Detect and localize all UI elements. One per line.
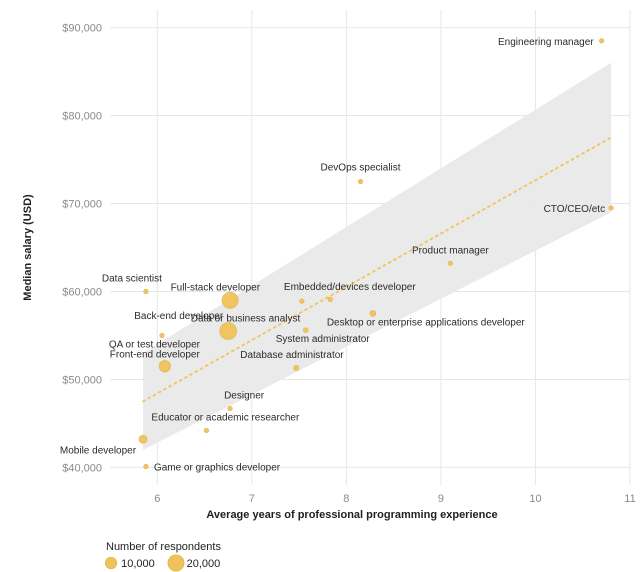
data-point-11 <box>302 327 309 334</box>
data-point-3 <box>608 205 614 211</box>
data-point-9 <box>369 310 377 317</box>
y-tick-label: $80,000 <box>62 111 102 123</box>
data-point-4 <box>447 260 453 266</box>
y-tick-label: $70,000 <box>62 199 102 211</box>
point-label-9: Desktop or enterprise applications devel… <box>327 317 526 328</box>
point-label-4: Product manager <box>412 245 489 256</box>
point-label-11: System administrator <box>276 334 371 345</box>
data-point-7 <box>299 298 305 304</box>
data-point-6 <box>221 291 239 309</box>
trend-confidence-band <box>143 62 612 450</box>
data-point-18 <box>143 463 149 470</box>
data-point-2 <box>357 178 364 185</box>
point-label-1: Engineering manager <box>498 37 594 48</box>
point-label-18: Game or graphics developer <box>154 463 281 474</box>
legend-label-1: 10,000 <box>121 558 155 570</box>
data-point-13 <box>158 360 171 373</box>
point-label-7: Embedded/devices developer <box>284 282 416 293</box>
point-label-12: QA or test developer <box>109 339 201 350</box>
y-axis-title: Median salary (USD) <box>22 194 34 301</box>
point-label-17: Mobile developer <box>60 445 137 456</box>
data-point-8 <box>327 296 333 302</box>
data-point-1 <box>599 38 605 44</box>
point-label-10: Back-end developer <box>134 311 224 322</box>
data-point-14 <box>293 365 300 371</box>
point-label-13: Front-end developer <box>110 349 201 360</box>
point-label-15: Designer <box>224 390 265 401</box>
y-tick-label: $60,000 <box>62 286 102 298</box>
data-point-15 <box>227 405 233 412</box>
trend-line <box>142 136 612 403</box>
x-tick-label: 10 <box>529 493 541 505</box>
point-label-16: Educator or academic researcher <box>151 412 300 423</box>
y-tick-label: $40,000 <box>62 462 102 474</box>
legend-title: Number of respondents <box>106 541 221 553</box>
x-tick-label: 8 <box>343 493 349 505</box>
point-label-8: Data or business analyst <box>191 313 301 324</box>
x-tick-label: 6 <box>154 493 160 505</box>
data-point-17 <box>138 434 148 444</box>
legend-bubble-1 <box>104 556 118 570</box>
point-label-3: CTO/CEO/etc <box>544 204 606 215</box>
data-point-12 <box>159 332 165 339</box>
x-axis-title: Average years of professional programmin… <box>206 509 497 521</box>
point-label-14: Database administrator <box>240 350 344 361</box>
data-point-10 <box>219 322 238 340</box>
data-point-5 <box>143 288 149 295</box>
data-point-16 <box>203 427 210 434</box>
legend-bubble-2 <box>167 554 185 572</box>
point-label-6: Full-stack developer <box>171 282 261 293</box>
x-tick-label: 9 <box>438 493 444 505</box>
point-label-2: DevOps specialist <box>321 163 401 174</box>
x-tick-label: 7 <box>249 493 255 505</box>
point-label-5: Data scientist <box>102 273 162 284</box>
legend-label-2: 20,000 <box>187 558 221 570</box>
y-tick-label: $90,000 <box>62 23 102 35</box>
x-tick-label: 11 <box>624 493 635 505</box>
y-tick-label: $50,000 <box>62 374 102 386</box>
